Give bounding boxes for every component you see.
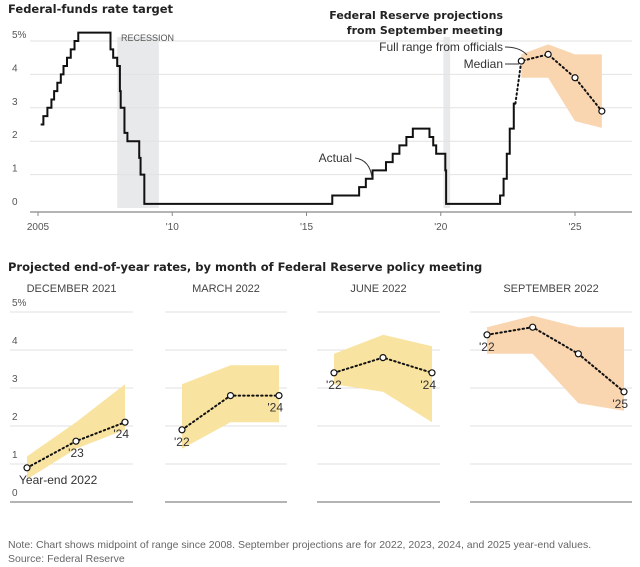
panel-december-2021: DECEMBER 2021 Year-end 2022 '23 '24 0 1 2 3 4 5% — [10, 283, 133, 503]
y-tick-label: 4 — [12, 336, 18, 347]
panel-title: SEPTEMBER 2022 — [503, 283, 598, 295]
main-chart-title: Federal-funds rate target — [8, 2, 174, 16]
y-tick-label: 0 — [12, 197, 18, 208]
median-point — [483, 331, 491, 339]
projection-range-band — [521, 44, 602, 128]
range-band — [182, 365, 279, 449]
median-point — [379, 354, 387, 362]
panel-title: DECEMBER 2021 — [27, 283, 117, 295]
point-label: '22 — [479, 340, 495, 354]
y-tick-label: 2 — [12, 130, 18, 141]
x-tick-label: '10 — [166, 222, 179, 233]
median-point — [72, 437, 80, 445]
median-point — [178, 426, 186, 434]
projection-title-line2: from September meeting — [347, 24, 503, 37]
median-label: Median — [464, 57, 503, 71]
median-point — [574, 350, 582, 358]
median-point — [330, 369, 338, 377]
y-tick-label: 5% — [12, 298, 27, 309]
range-band — [487, 315, 624, 411]
median-point — [428, 369, 436, 377]
point-label: '22 — [174, 435, 190, 449]
panel-march-2022: MARCH 2022 '22 '24 — [165, 283, 287, 503]
median-point — [517, 57, 525, 65]
actual-label: Actual — [319, 151, 352, 165]
point-label: '23 — [68, 446, 84, 460]
point-label: '22 — [326, 378, 342, 392]
median-line — [486, 326, 625, 393]
median-point — [226, 392, 235, 400]
median-projection-line — [514, 53, 603, 113]
x-tick-label: '25 — [568, 222, 581, 233]
point-label: Year-end 2022 — [19, 473, 98, 487]
recession-label: RECESSION — [121, 33, 174, 43]
range-label: Full range from officials — [379, 40, 503, 54]
y-tick-label: 5% — [12, 30, 27, 41]
x-tick-label: '15 — [300, 222, 313, 233]
x-tick-label: '20 — [434, 222, 447, 233]
y-tick-label: 0 — [12, 488, 18, 499]
panel-september-2022: SEPTEMBER 2022 '22 '25 — [470, 283, 632, 503]
median-point — [529, 323, 537, 331]
panel-title: MARCH 2022 — [192, 283, 260, 295]
median-point — [121, 418, 129, 426]
median-point — [275, 392, 283, 400]
small-multiples: DECEMBER 2021 Year-end 2022 '23 '24 0 1 2 3 4 5% M… — [10, 283, 632, 503]
y-tick-label: 1 — [12, 450, 18, 461]
y-tick-label: 3 — [12, 97, 18, 108]
y-tick-label: 2 — [12, 412, 18, 423]
range-band — [27, 384, 125, 480]
y-tick-label: 3 — [12, 374, 18, 385]
footer-note: Note: Chart shows midpoint of range sinc… — [8, 539, 591, 551]
range-band — [334, 334, 432, 423]
x-tick-label: 2005 — [27, 222, 50, 233]
median-point — [23, 464, 31, 472]
multiples-title: Projected end-of-year rates, by month of… — [8, 260, 482, 274]
median-point — [571, 74, 579, 82]
arrow-actual — [354, 157, 373, 179]
footer-source: Source: Federal Reserve — [8, 553, 125, 565]
actual-rate-line — [40, 31, 516, 205]
panel-title: JUNE 2022 — [350, 283, 406, 295]
recession-shading — [117, 37, 159, 208]
fed-funds-chart: 0 1 2 3 4 5% 2005 '10 '15 '20 '25 — [12, 30, 632, 233]
arrow-range — [504, 46, 528, 56]
point-label: '24 — [113, 427, 129, 441]
panel-june-2022: JUNE 2022 '22 '24 — [317, 283, 440, 503]
point-label: '25 — [612, 397, 628, 411]
projection-title-line1: Federal Reserve projections — [329, 9, 503, 22]
y-tick-label: 4 — [12, 63, 18, 74]
y-tick-label: 1 — [12, 164, 18, 175]
median-point — [544, 50, 552, 58]
recession-shading — [443, 37, 451, 208]
median-point — [598, 107, 606, 115]
median-point — [620, 388, 628, 396]
point-label: '24 — [420, 378, 436, 392]
point-label: '24 — [267, 401, 283, 415]
